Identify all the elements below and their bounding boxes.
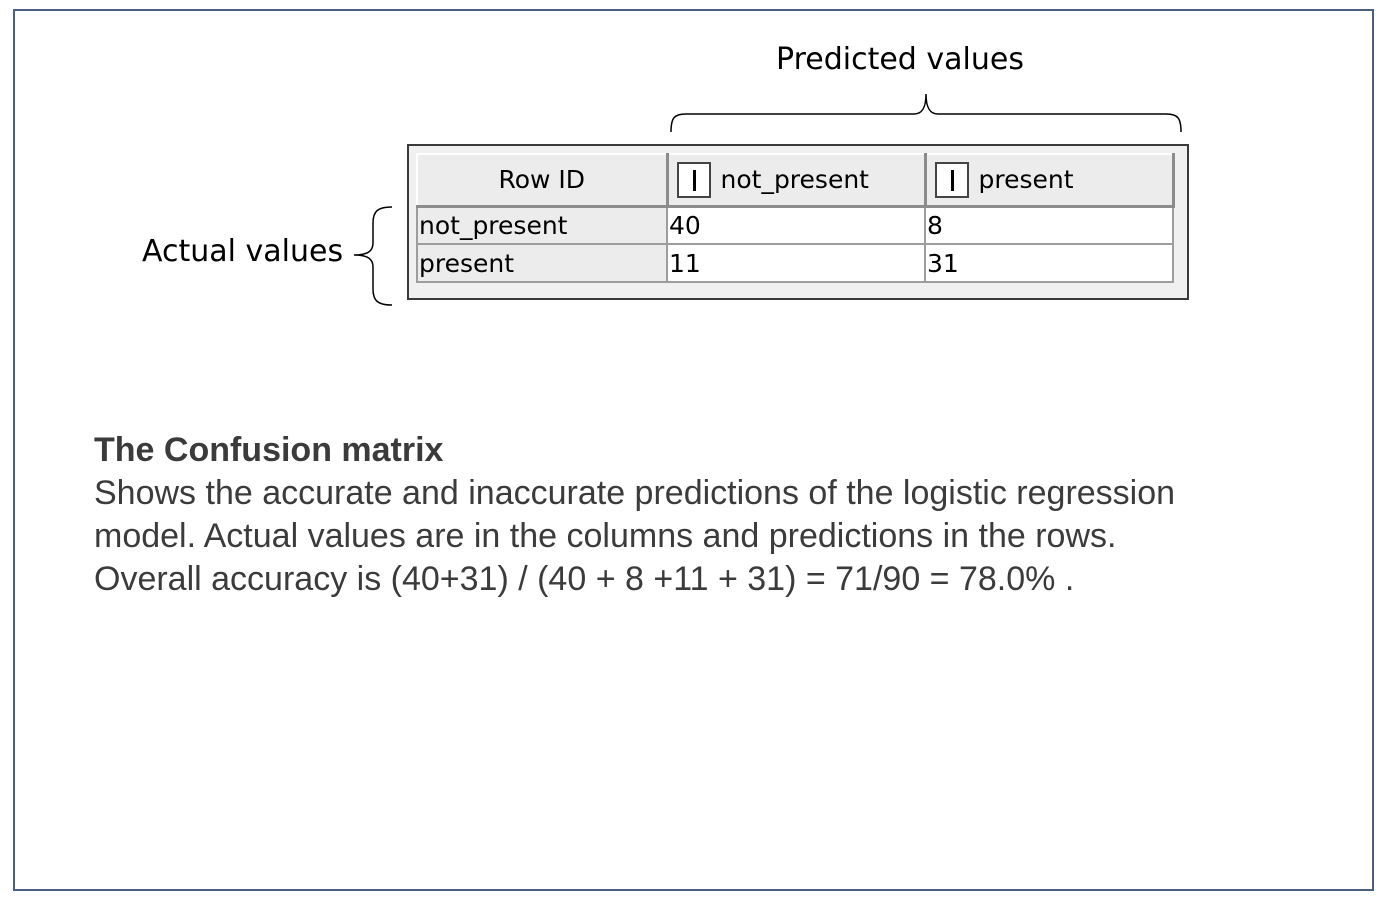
actual-brace [353, 206, 393, 306]
column-header-label: Row ID [498, 165, 586, 195]
string-type-icon [934, 161, 969, 198]
table-cell[interactable]: 8 [924, 205, 1174, 245]
table-cell[interactable]: 40 [666, 205, 926, 245]
actual-values-label: Actual values [142, 234, 344, 269]
table-cell[interactable]: 31 [924, 243, 1174, 283]
row-id-cell[interactable]: present [416, 243, 668, 283]
confusion-matrix-window: Row ID not_present present no [407, 144, 1189, 300]
slide-frame [13, 9, 1374, 891]
column-header-label: not_present [720, 165, 869, 195]
table-cell[interactable]: 11 [666, 243, 926, 283]
confusion-matrix-table: Row ID not_present present no [416, 153, 1175, 283]
predicted-brace [670, 93, 1182, 133]
description-line: model. Actual values are in the columns … [94, 517, 1117, 555]
row-id-cell[interactable]: not_present [416, 205, 668, 245]
description-block: The Confusion matrix Shows the accurate … [94, 428, 1294, 601]
table-row: present 11 31 [416, 243, 1174, 283]
table-row: not_present 40 8 [416, 205, 1174, 245]
table-header-row: Row ID not_present present [416, 153, 1175, 208]
column-header-present[interactable]: present [924, 153, 1175, 208]
description-line: Shows the accurate and inaccurate predic… [94, 474, 1176, 512]
description-title: The Confusion matrix [94, 431, 444, 469]
predicted-values-label: Predicted values [776, 42, 1024, 77]
description-line: Overall accuracy is (40+31) / (40 + 8 +1… [94, 560, 1075, 598]
column-header-not-present[interactable]: not_present [666, 153, 927, 208]
column-header-row-id[interactable]: Row ID [416, 153, 669, 208]
string-type-icon [676, 161, 711, 198]
column-header-label: present [978, 165, 1074, 195]
